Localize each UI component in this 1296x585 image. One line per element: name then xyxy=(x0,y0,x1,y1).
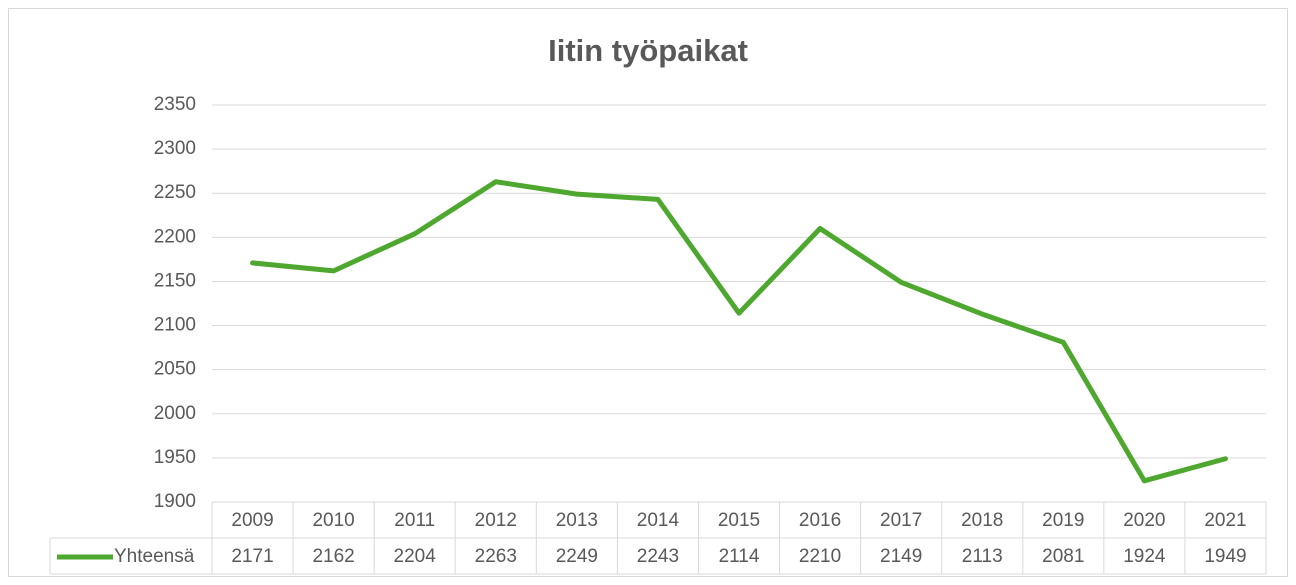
table-value: 2162 xyxy=(312,546,354,567)
y-tick-label: 2200 xyxy=(154,226,196,247)
table-value: 2243 xyxy=(637,546,679,567)
y-tick-label: 2350 xyxy=(154,94,196,115)
table-value: 2249 xyxy=(556,546,598,567)
table-value: 2171 xyxy=(231,546,273,567)
y-tick-label: 2000 xyxy=(154,403,196,424)
x-tick-label: 2016 xyxy=(799,510,841,531)
x-tick-label: 2015 xyxy=(718,510,760,531)
table-value: 1949 xyxy=(1204,546,1246,567)
y-tick-label: 2150 xyxy=(154,270,196,291)
table-value: 2210 xyxy=(799,546,841,567)
legend-label: Yhteensä xyxy=(114,546,195,567)
x-tick-label: 2014 xyxy=(637,510,680,531)
x-tick-label: 2020 xyxy=(1123,510,1165,531)
y-tick-label: 1950 xyxy=(154,447,196,468)
line-series xyxy=(250,179,1228,484)
x-tick-label: 2009 xyxy=(231,510,273,531)
table-value: 2204 xyxy=(394,546,437,567)
x-tick-label: 2017 xyxy=(880,510,922,531)
table-value: 2114 xyxy=(719,546,760,567)
y-tick-label: 2050 xyxy=(154,359,196,380)
table-value: 2263 xyxy=(475,546,517,567)
x-tick-label: 2010 xyxy=(312,510,354,531)
x-tick-label: 2011 xyxy=(394,510,435,531)
chart-border xyxy=(8,8,1288,577)
x-tick-label: 2019 xyxy=(1042,510,1084,531)
table-value: 2081 xyxy=(1042,546,1084,567)
y-tick-label: 2300 xyxy=(154,138,196,159)
table-value: 2149 xyxy=(880,546,922,567)
y-tick-label: 1900 xyxy=(154,491,196,512)
chart-title: Iitin työpaikat xyxy=(548,33,748,68)
table-value: 2113 xyxy=(962,546,1003,567)
x-tick-label: 2013 xyxy=(556,510,598,531)
x-tick-label: 2021 xyxy=(1204,510,1246,531)
x-tick-label: 2012 xyxy=(475,510,517,531)
y-tick-label: 2250 xyxy=(154,182,196,203)
table-value: 1924 xyxy=(1123,546,1166,567)
y-tick-label: 2100 xyxy=(154,315,196,336)
x-tick-label: 2018 xyxy=(961,510,1003,531)
